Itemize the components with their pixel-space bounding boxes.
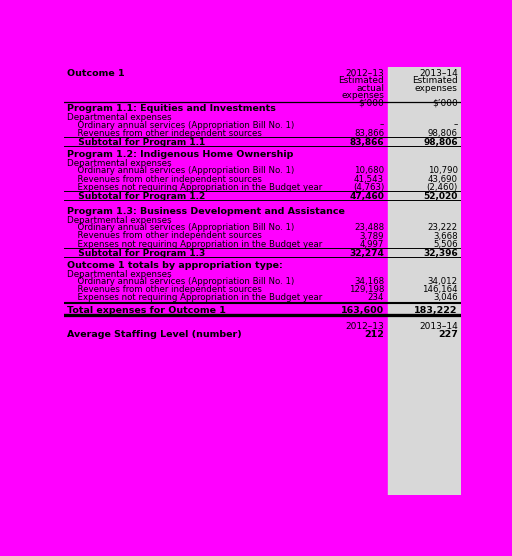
Text: Program 1.3: Business Development and Assistance: Program 1.3: Business Development and As… <box>67 207 345 216</box>
Text: Program 1.1: Equities and Investments: Program 1.1: Equities and Investments <box>67 105 276 113</box>
Text: 3,668: 3,668 <box>433 231 458 241</box>
Text: 163,600: 163,600 <box>341 306 384 315</box>
Text: –: – <box>380 121 384 130</box>
Text: 23,222: 23,222 <box>428 224 458 232</box>
Text: 83,866: 83,866 <box>350 138 384 147</box>
Text: 129,198: 129,198 <box>349 285 384 294</box>
Text: Outcome 1 totals by appropriation type:: Outcome 1 totals by appropriation type: <box>67 261 283 270</box>
Text: 2012–13: 2012–13 <box>345 69 384 78</box>
Text: 183,222: 183,222 <box>414 306 458 315</box>
Text: Estimated: Estimated <box>338 76 384 85</box>
Text: (4,763): (4,763) <box>353 182 384 192</box>
Text: 10,790: 10,790 <box>428 166 458 176</box>
Text: 4,997: 4,997 <box>360 240 384 249</box>
Text: Departmental expenses: Departmental expenses <box>67 216 172 225</box>
Text: 23,488: 23,488 <box>354 224 384 232</box>
Bar <box>388 67 461 495</box>
Text: 10,680: 10,680 <box>354 166 384 176</box>
Text: 34,012: 34,012 <box>428 277 458 286</box>
Text: (2,460): (2,460) <box>426 182 458 192</box>
Text: 2013–14: 2013–14 <box>419 322 458 331</box>
Text: Program 1.2: Indigenous Home Ownership: Program 1.2: Indigenous Home Ownership <box>67 150 293 159</box>
Text: 2013–14: 2013–14 <box>419 69 458 78</box>
Text: 83,866: 83,866 <box>354 128 384 138</box>
Text: Departmental expenses: Departmental expenses <box>67 113 172 122</box>
Text: Subtotal for Program 1.1: Subtotal for Program 1.1 <box>72 138 205 147</box>
Text: Total expenses for Outcome 1: Total expenses for Outcome 1 <box>67 306 226 315</box>
Text: 98,806: 98,806 <box>423 138 458 147</box>
Text: 227: 227 <box>438 330 458 339</box>
Text: 3,046: 3,046 <box>433 294 458 302</box>
Text: 234: 234 <box>368 294 384 302</box>
Text: 32,274: 32,274 <box>349 249 384 258</box>
Text: Revenues from other independent sources: Revenues from other independent sources <box>72 285 262 294</box>
Text: $’000: $’000 <box>432 98 458 107</box>
Text: 2012–13: 2012–13 <box>345 322 384 331</box>
Text: Subtotal for Program 1.3: Subtotal for Program 1.3 <box>72 249 205 258</box>
Text: Revenues from other independent sources: Revenues from other independent sources <box>72 175 262 183</box>
Text: 52,020: 52,020 <box>423 192 458 201</box>
Text: expenses: expenses <box>341 91 384 100</box>
Text: Departmental expenses: Departmental expenses <box>67 270 172 279</box>
Text: 98,806: 98,806 <box>428 128 458 138</box>
Text: 3,789: 3,789 <box>359 231 384 241</box>
Text: Ordinary annual services (Appropriation Bill No. 1): Ordinary annual services (Appropriation … <box>72 277 294 286</box>
Text: Expenses not requiring Appropriation in the Budget year: Expenses not requiring Appropriation in … <box>72 240 322 249</box>
Text: 212: 212 <box>364 330 384 339</box>
Text: –: – <box>453 121 458 130</box>
Text: 41,543: 41,543 <box>354 175 384 183</box>
Text: 34,168: 34,168 <box>354 277 384 286</box>
Text: 32,396: 32,396 <box>423 249 458 258</box>
Text: 5,506: 5,506 <box>433 240 458 249</box>
Text: Revenues from other independent sources: Revenues from other independent sources <box>72 231 262 241</box>
Text: actual: actual <box>356 83 384 93</box>
Text: Average Staffing Level (number): Average Staffing Level (number) <box>67 330 242 339</box>
Text: $’000: $’000 <box>358 98 384 107</box>
Text: 146,164: 146,164 <box>422 285 458 294</box>
Text: expenses: expenses <box>415 83 458 93</box>
Text: Ordinary annual services (Appropriation Bill No. 1): Ordinary annual services (Appropriation … <box>72 166 294 176</box>
Text: Expenses not requiring Appropriation in the Budget year: Expenses not requiring Appropriation in … <box>72 182 322 192</box>
Text: 43,690: 43,690 <box>428 175 458 183</box>
Text: Estimated: Estimated <box>412 76 458 85</box>
Text: Departmental expenses: Departmental expenses <box>67 158 172 168</box>
Text: Ordinary annual services (Appropriation Bill No. 1): Ordinary annual services (Appropriation … <box>72 121 294 130</box>
Text: Outcome 1: Outcome 1 <box>67 69 125 78</box>
Text: Revenues from other independent sources: Revenues from other independent sources <box>72 128 262 138</box>
Text: 47,460: 47,460 <box>349 192 384 201</box>
Text: Subtotal for Program 1.2: Subtotal for Program 1.2 <box>72 192 205 201</box>
Text: Ordinary annual services (Appropriation Bill No. 1): Ordinary annual services (Appropriation … <box>72 224 294 232</box>
Text: Expenses not requiring Appropriation in the Budget year: Expenses not requiring Appropriation in … <box>72 294 322 302</box>
